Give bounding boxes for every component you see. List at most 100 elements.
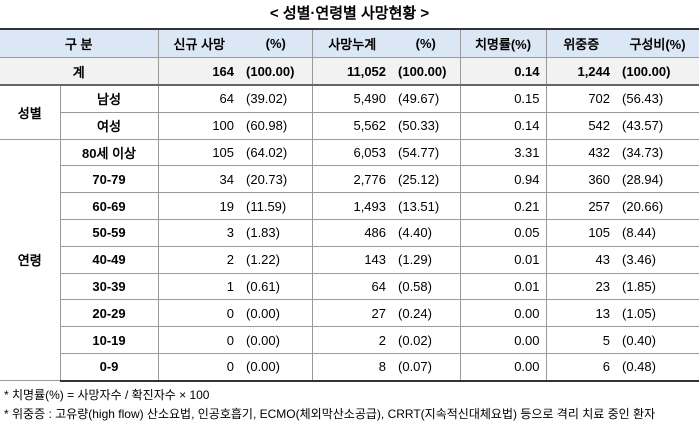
cell: 19 — [157, 192, 241, 220]
cell: 0.21 — [459, 192, 547, 220]
cell: (25.12) — [392, 165, 461, 194]
cell: (64.02) — [240, 138, 313, 167]
row-label: 계 — [0, 57, 159, 86]
note: * 위중증 : 고유량(high flow) 산소요법, 인공호흡기, ECMO… — [4, 406, 656, 421]
cell: (34.73) — [616, 138, 699, 167]
cell: (100.00) — [392, 57, 461, 86]
row-label: 여성 — [60, 111, 159, 140]
cell: 486 — [311, 218, 393, 247]
cell: (50.33) — [392, 111, 461, 140]
row-label: 10-19 — [60, 326, 159, 354]
header-cell: 사망누계 — [311, 28, 393, 58]
cell: 3 — [157, 218, 241, 247]
cell: (43.57) — [616, 111, 699, 140]
cell: 0.00 — [459, 299, 547, 328]
cell: (0.00) — [240, 299, 313, 328]
data-row: 20-29 0 (0.00) 27 (0.24) 0.00 13 (1.05) — [0, 299, 699, 328]
cell: (0.02) — [392, 326, 461, 354]
header-cell: 위중증 — [545, 28, 617, 58]
cell: 0.05 — [459, 218, 547, 247]
header-row: 구 분 신규 사망 (%) 사망누계 (%) 치명률(%) 위중증 구성비(%) — [0, 28, 699, 58]
header-cell: (%) — [392, 28, 461, 58]
cell: 143 — [311, 245, 393, 274]
cell: 2 — [311, 326, 393, 354]
cell: 702 — [545, 84, 617, 113]
data-row: 0-9 0 (0.00) 8 (0.07) 0.00 6 (0.48) — [0, 352, 699, 382]
cell: (28.94) — [616, 165, 699, 194]
cell: (0.40) — [616, 326, 699, 354]
total-row: 계 164 (100.00) 11,052 (100.00) 0.14 1,244 (100.… — [0, 57, 699, 86]
cell: 27 — [311, 299, 393, 328]
cell: (49.67) — [392, 84, 461, 113]
data-row: 10-19 0 (0.00) 2 (0.02) 0.00 5 (0.40) — [0, 326, 699, 354]
cell: 0 — [157, 299, 241, 328]
cell: 164 — [157, 57, 241, 86]
cell: 105 — [157, 138, 241, 167]
header-cell: 치명률(%) — [459, 28, 547, 58]
cell: (56.43) — [616, 84, 699, 113]
cell: 64 — [311, 272, 393, 301]
header-cell: 구 분 — [0, 28, 159, 58]
group-label: 성별 — [0, 84, 61, 140]
cell: 0.14 — [459, 57, 547, 86]
data-row: 30-39 1 (0.61) 64 (0.58) 0.01 23 (1.85) — [0, 272, 699, 301]
cell: (1.22) — [240, 245, 313, 274]
row-label: 30-39 — [60, 272, 159, 301]
cell: 64 — [157, 84, 241, 113]
group-label: 연령 — [0, 138, 61, 382]
cell: 360 — [545, 165, 617, 194]
row-label: 40-49 — [60, 245, 159, 274]
cell: (0.61) — [240, 272, 313, 301]
cell: (100.00) — [616, 57, 699, 86]
cell: 0 — [157, 326, 241, 354]
cell: 0.00 — [459, 326, 547, 354]
cell: (11.59) — [240, 192, 313, 220]
cell: 1,493 — [311, 192, 393, 220]
cell: 105 — [545, 218, 617, 247]
cell: (39.02) — [240, 84, 313, 113]
cell: (1.05) — [616, 299, 699, 328]
cell: (1.85) — [616, 272, 699, 301]
row-label: 50-59 — [60, 218, 159, 247]
cell: 432 — [545, 138, 617, 167]
note: * 치명률(%) = 사망자수 / 확진자수 × 100 — [4, 387, 210, 402]
cell: 23 — [545, 272, 617, 301]
header-cell: 구성비(%) — [616, 28, 699, 58]
cell: (3.46) — [616, 245, 699, 274]
cell: 1 — [157, 272, 241, 301]
cell: 0.01 — [459, 245, 547, 274]
cell: 34 — [157, 165, 241, 194]
cell: 0.15 — [459, 84, 547, 113]
cell: (0.24) — [392, 299, 461, 328]
cell: (0.07) — [392, 352, 461, 382]
cell: (54.77) — [392, 138, 461, 167]
cell: 542 — [545, 111, 617, 140]
row-label: 60-69 — [60, 192, 159, 220]
row-label: 80세 이상 — [60, 138, 159, 167]
data-row: 50-59 3 (1.83) 486 (4.40) 0.05 105 (8.44) — [0, 218, 699, 247]
cell: (0.48) — [616, 352, 699, 382]
cell: 0 — [157, 352, 241, 382]
cell: 0.00 — [459, 352, 547, 382]
cell: 43 — [545, 245, 617, 274]
cell: 1,244 — [545, 57, 617, 86]
cell: 0.14 — [459, 111, 547, 140]
cell: (60.98) — [240, 111, 313, 140]
row-label: 20-29 — [60, 299, 159, 328]
cell: 11,052 — [311, 57, 393, 86]
cell: 6 — [545, 352, 617, 382]
header-cell: 신규 사망 — [157, 28, 241, 58]
row-label: 남성 — [60, 84, 159, 113]
cell: (1.29) — [392, 245, 461, 274]
table-body: 구 분 신규 사망 (%) 사망누계 (%) 치명률(%) 위중증 구성비(%) 계 164 (10… — [0, 28, 699, 382]
cell: (1.83) — [240, 218, 313, 247]
cell: 8 — [311, 352, 393, 382]
cell: 2,776 — [311, 165, 393, 194]
data-row: 40-49 2 (1.22) 143 (1.29) 0.01 43 (3.46) — [0, 245, 699, 274]
cell: (4.40) — [392, 218, 461, 247]
row-label: 0-9 — [60, 352, 159, 382]
cell: 2 — [157, 245, 241, 274]
cell: (100.00) — [240, 57, 313, 86]
cell: 13 — [545, 299, 617, 328]
